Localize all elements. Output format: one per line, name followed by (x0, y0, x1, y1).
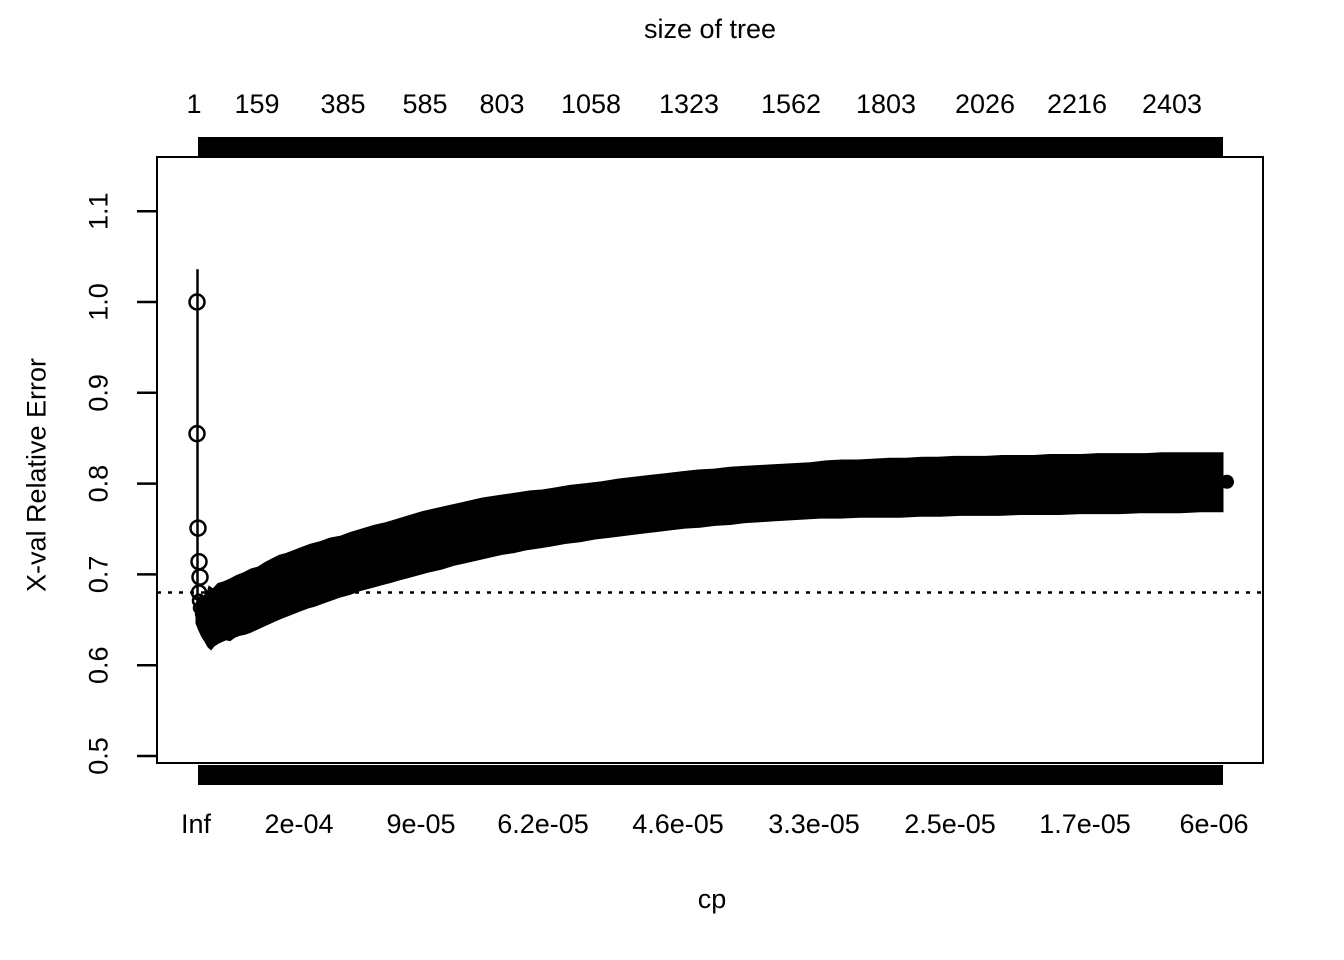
cp-tick-label: 3.3e-05 (768, 809, 860, 839)
tree-size-tick-label: 2026 (955, 89, 1015, 119)
xval-point (188, 293, 206, 311)
y-tick-label: 1.1 (83, 192, 113, 230)
top-axis-title: size of tree (644, 14, 776, 44)
tree-size-tick-label: 1 (186, 89, 201, 119)
tree-size-tick-label: 2216 (1047, 89, 1107, 119)
y-axis-title: X-val Relative Error (21, 358, 51, 592)
xval-error-band (195, 452, 1224, 651)
xval-point (191, 593, 207, 608)
tree-size-tick-label: 1323 (659, 89, 719, 119)
xval-point (190, 552, 208, 571)
y-tick-label: 0.8 (83, 465, 113, 503)
xval-point (194, 609, 206, 620)
xval-point (191, 568, 209, 586)
tree-size-tick-label: 385 (320, 89, 365, 119)
xval-point (188, 424, 206, 443)
tree-size-tick-label: 803 (479, 89, 524, 119)
cp-tick-label: 1.7e-05 (1039, 809, 1131, 839)
axis-labels-layer: 0.5 0.6 0.7 0.8 0.9 1.0 1.1 1 159 385 585 803 1058 13… (21, 14, 1248, 914)
data-layer (188, 269, 1234, 651)
tree-size-tick-label: 1058 (561, 89, 621, 119)
xval-point (190, 584, 208, 601)
cp-tick-label: 9e-05 (386, 809, 455, 839)
tree-size-tick-label: 1803 (856, 89, 916, 119)
x-axis-title: cp (698, 884, 727, 914)
y-tick-label: 0.7 (83, 556, 113, 594)
top-axis-tick-bar (198, 137, 1223, 156)
tree-size-tick-label: 585 (402, 89, 447, 119)
tree-size-tick-label: 159 (234, 89, 279, 119)
cp-tick-label: 4.6e-05 (632, 809, 724, 839)
cp-tick-label: 6.2e-05 (497, 809, 589, 839)
plot-box (156, 156, 1264, 764)
y-tick-label: 0.6 (83, 646, 113, 684)
tree-size-tick-label: 2403 (1142, 89, 1202, 119)
cp-tick-label: 2.5e-05 (904, 809, 996, 839)
cp-tick-label: Inf (181, 809, 212, 839)
bottom-axis-tick-bar (198, 765, 1223, 785)
xval-point (189, 519, 207, 537)
xval-point (192, 601, 206, 615)
cp-tick-label: 6e-06 (1179, 809, 1248, 839)
y-tick-label: 0.9 (83, 374, 113, 412)
last-xval-point (1220, 474, 1234, 489)
tree-size-tick-label: 1562 (761, 89, 821, 119)
axis-tick-bars (198, 137, 1223, 785)
y-tick-label: 0.5 (83, 737, 113, 775)
cp-tick-label: 2e-04 (264, 809, 333, 839)
plot-frame (137, 156, 1264, 764)
y-tick-label: 1.0 (83, 283, 113, 321)
